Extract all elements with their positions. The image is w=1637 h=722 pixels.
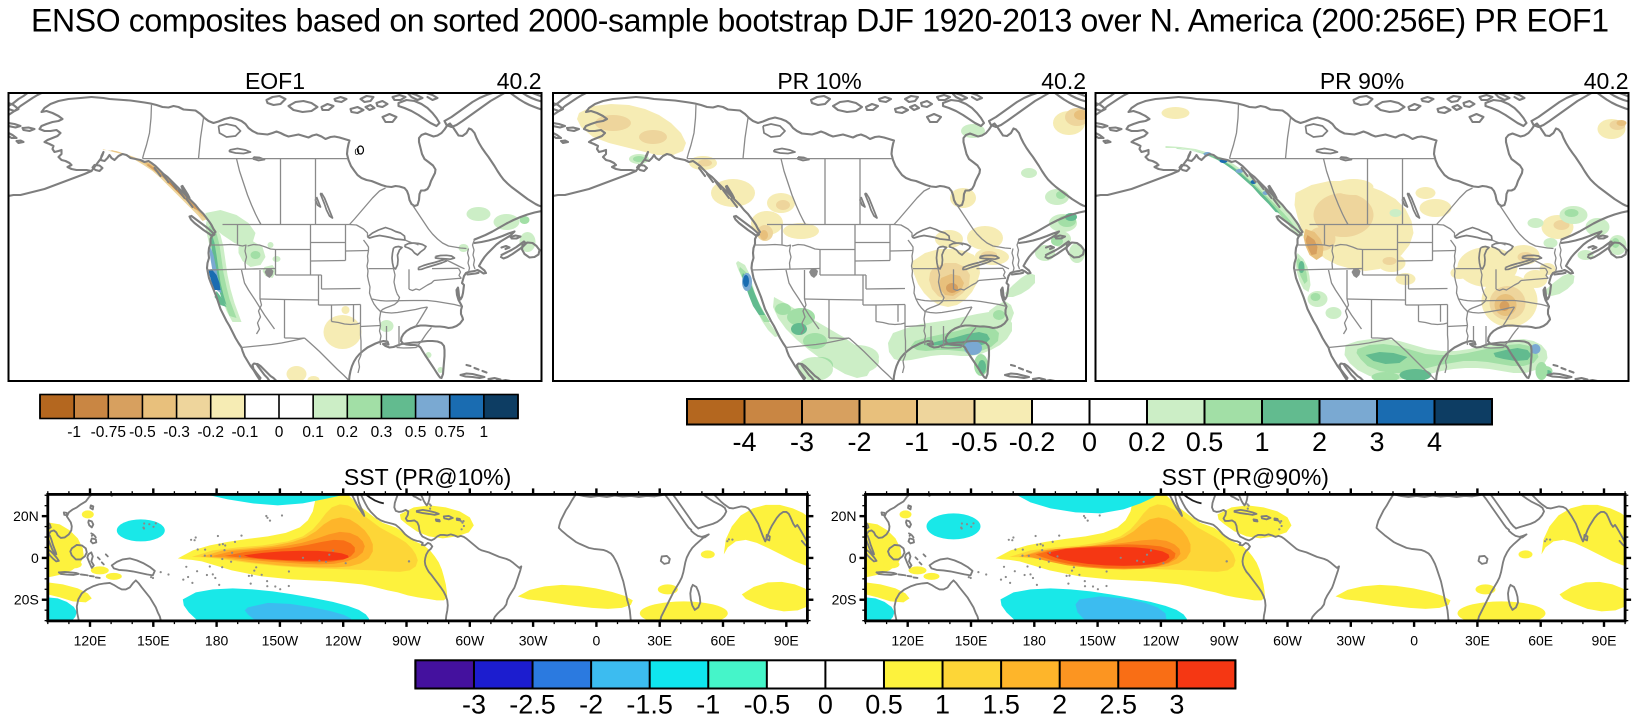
- svg-text:0: 0: [275, 424, 284, 441]
- svg-text:1: 1: [1254, 427, 1269, 457]
- svg-text:-1: -1: [696, 690, 720, 720]
- svg-text:PR 10%: PR 10%: [777, 68, 861, 94]
- svg-text:2.5: 2.5: [1099, 690, 1137, 720]
- svg-text:2: 2: [1312, 427, 1327, 457]
- svg-text:90W: 90W: [392, 632, 422, 648]
- svg-text:20S: 20S: [14, 592, 39, 608]
- svg-text:40.2: 40.2: [1041, 68, 1086, 94]
- svg-text:150E: 150E: [955, 632, 988, 648]
- svg-text:-0.5: -0.5: [951, 427, 998, 457]
- svg-text:150W: 150W: [262, 632, 299, 648]
- svg-text:-0.75: -0.75: [91, 424, 126, 441]
- svg-text:3: 3: [1169, 690, 1184, 720]
- svg-text:-0.2: -0.2: [197, 424, 224, 441]
- svg-text:0: 0: [1410, 632, 1418, 648]
- svg-text:150E: 150E: [137, 632, 170, 648]
- svg-text:40.2: 40.2: [497, 68, 542, 94]
- svg-text:-0.5: -0.5: [129, 424, 156, 441]
- svg-text:-1.5: -1.5: [626, 690, 673, 720]
- svg-text:4: 4: [1427, 427, 1442, 457]
- svg-text:0.5: 0.5: [865, 690, 903, 720]
- svg-text:120E: 120E: [891, 632, 924, 648]
- svg-text:0.5: 0.5: [405, 424, 427, 441]
- svg-text:-2: -2: [847, 427, 871, 457]
- svg-text:60E: 60E: [1528, 632, 1553, 648]
- svg-text:0.1: 0.1: [302, 424, 324, 441]
- svg-text:0: 0: [593, 632, 601, 648]
- svg-text:-2: -2: [579, 690, 603, 720]
- svg-text:-2.5: -2.5: [509, 690, 556, 720]
- svg-text:90W: 90W: [1210, 632, 1240, 648]
- svg-text:60W: 60W: [455, 632, 485, 648]
- svg-text:30E: 30E: [1465, 632, 1490, 648]
- svg-text:0.3: 0.3: [371, 424, 393, 441]
- svg-text:0.2: 0.2: [337, 424, 359, 441]
- svg-text:20S: 20S: [832, 592, 857, 608]
- svg-text:180: 180: [205, 632, 229, 648]
- svg-text:-1: -1: [905, 427, 929, 457]
- svg-text:1: 1: [935, 690, 950, 720]
- svg-text:-1: -1: [67, 424, 81, 441]
- svg-text:40.2: 40.2: [1584, 68, 1629, 94]
- svg-text:0: 0: [849, 550, 857, 566]
- svg-text:0: 0: [355, 147, 360, 157]
- svg-text:0.75: 0.75: [435, 424, 465, 441]
- svg-text:-4: -4: [732, 427, 756, 457]
- svg-text:60E: 60E: [711, 632, 736, 648]
- svg-text:3: 3: [1369, 427, 1384, 457]
- svg-text:-0.2: -0.2: [1009, 427, 1056, 457]
- svg-text:120E: 120E: [74, 632, 107, 648]
- svg-text:2: 2: [1052, 690, 1067, 720]
- svg-text:0: 0: [818, 690, 833, 720]
- svg-text:SST (PR@90%): SST (PR@90%): [1162, 464, 1329, 490]
- svg-text:30E: 30E: [647, 632, 672, 648]
- svg-text:0.2: 0.2: [1128, 427, 1166, 457]
- svg-text:90E: 90E: [774, 632, 799, 648]
- svg-text:1: 1: [480, 424, 489, 441]
- svg-text:1.5: 1.5: [982, 690, 1020, 720]
- svg-text:30W: 30W: [519, 632, 549, 648]
- svg-text:ENSO composites based on sorte: ENSO composites based on sorted 2000-sam…: [31, 3, 1609, 39]
- svg-text:30W: 30W: [1336, 632, 1366, 648]
- svg-text:180: 180: [1023, 632, 1047, 648]
- svg-text:20N: 20N: [13, 508, 39, 524]
- svg-text:-0.1: -0.1: [232, 424, 259, 441]
- svg-text:0.5: 0.5: [1186, 427, 1224, 457]
- svg-text:90E: 90E: [1592, 632, 1617, 648]
- svg-text:-0.5: -0.5: [744, 690, 791, 720]
- svg-text:20N: 20N: [831, 508, 857, 524]
- svg-text:-3: -3: [462, 690, 486, 720]
- svg-text:150W: 150W: [1079, 632, 1116, 648]
- svg-text:EOF1: EOF1: [245, 68, 305, 94]
- svg-text:SST (PR@10%): SST (PR@10%): [344, 464, 511, 490]
- svg-text:60W: 60W: [1273, 632, 1303, 648]
- svg-text:0: 0: [1082, 427, 1097, 457]
- svg-text:-0.3: -0.3: [163, 424, 190, 441]
- svg-text:120W: 120W: [1143, 632, 1180, 648]
- svg-text:0: 0: [31, 550, 39, 566]
- svg-text:-3: -3: [790, 427, 814, 457]
- svg-text:PR 90%: PR 90%: [1320, 68, 1404, 94]
- svg-text:120W: 120W: [325, 632, 362, 648]
